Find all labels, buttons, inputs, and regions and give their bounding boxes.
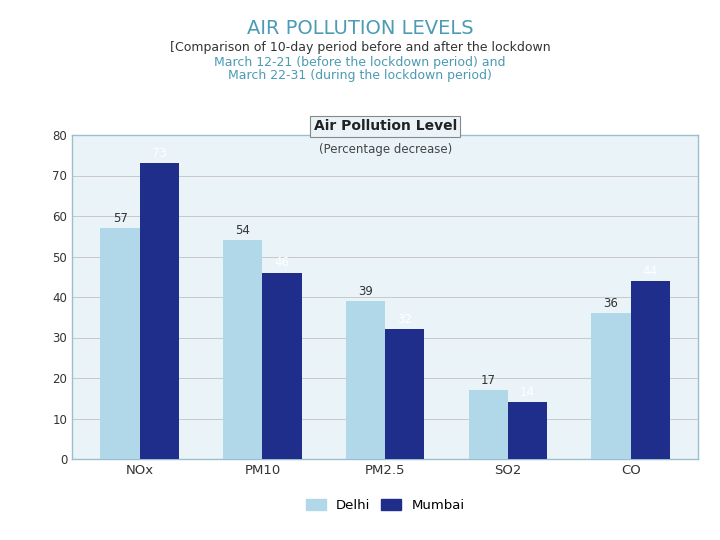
Bar xyxy=(631,281,670,459)
Text: 73: 73 xyxy=(152,147,167,160)
Text: 39: 39 xyxy=(358,285,373,298)
Bar xyxy=(385,329,425,459)
Bar xyxy=(508,402,547,459)
Bar xyxy=(469,390,508,459)
Text: (Percentage decrease): (Percentage decrease) xyxy=(318,143,452,156)
Bar xyxy=(101,228,140,459)
Text: 46: 46 xyxy=(274,256,289,269)
Text: 17: 17 xyxy=(481,374,496,387)
Text: March 12-21 (before the lockdown period) and: March 12-21 (before the lockdown period)… xyxy=(215,56,505,69)
Text: AIR POLLUTION LEVELS: AIR POLLUTION LEVELS xyxy=(247,19,473,38)
Text: 32: 32 xyxy=(397,313,413,326)
Text: 54: 54 xyxy=(235,224,251,237)
Text: 36: 36 xyxy=(603,297,618,310)
Bar xyxy=(346,301,385,459)
Bar xyxy=(223,240,263,459)
Text: March 22-31 (during the lockdown period): March 22-31 (during the lockdown period) xyxy=(228,69,492,82)
Bar xyxy=(263,273,302,459)
Text: Air Pollution Level: Air Pollution Level xyxy=(314,119,456,133)
Text: 57: 57 xyxy=(112,212,127,225)
Text: [Comparison of 10-day period before and after the lockdown: [Comparison of 10-day period before and … xyxy=(170,40,550,53)
Text: 44: 44 xyxy=(643,265,658,278)
Text: 14: 14 xyxy=(520,386,535,399)
Legend: Delhi, Mumbai: Delhi, Mumbai xyxy=(300,493,470,517)
Bar xyxy=(591,313,631,459)
Bar xyxy=(140,163,179,459)
